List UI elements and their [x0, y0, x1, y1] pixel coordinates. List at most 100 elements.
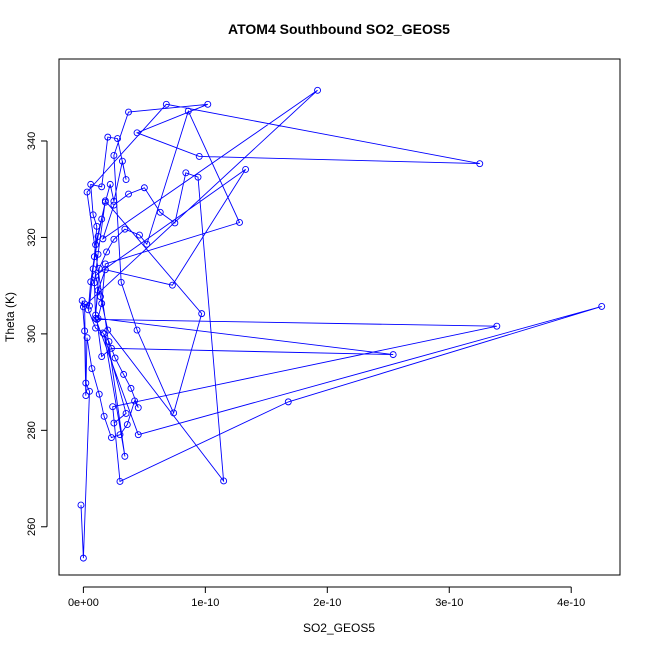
- data-point: [121, 452, 129, 460]
- data-point: [110, 151, 118, 159]
- x-axis: 0e+00 1e-10 2e-10 3e-10 4e-10: [68, 586, 585, 609]
- data-point: [134, 404, 142, 412]
- data-point: [134, 431, 142, 439]
- data-point: [93, 315, 101, 323]
- data-point: [94, 287, 102, 294]
- y-tick-label: 300: [26, 325, 38, 343]
- data-point: [87, 278, 95, 286]
- data-point: [98, 300, 106, 307]
- data-point: [220, 477, 228, 485]
- data-point: [314, 86, 321, 94]
- x-tick-label: 1e-10: [191, 597, 219, 609]
- data-point: [120, 370, 128, 378]
- data-point: [184, 107, 192, 115]
- data-point: [133, 326, 141, 334]
- data-point: [92, 241, 100, 249]
- data-point: [195, 152, 203, 160]
- data-point: [110, 235, 118, 243]
- data-point: [182, 169, 190, 177]
- data-point: [92, 272, 100, 279]
- data-point: [79, 554, 87, 562]
- x-tick-label: 0e+00: [68, 597, 99, 609]
- data-point: [127, 384, 135, 392]
- data-point: [99, 235, 107, 243]
- data-point: [79, 303, 87, 311]
- data-point: [82, 379, 90, 387]
- plot-frame: [58, 58, 621, 576]
- data-point: [118, 157, 126, 165]
- chart-title: ATOM4 Southbound SO2_GEOS5: [228, 21, 450, 37]
- data-point: [116, 477, 124, 485]
- x-tick-label: 2e-10: [313, 597, 341, 609]
- data-point: [104, 326, 112, 334]
- x-tick-label: 4e-10: [557, 597, 585, 609]
- data-point: [143, 240, 151, 248]
- data-point: [95, 390, 103, 398]
- data-point: [90, 253, 98, 261]
- data-point: [171, 219, 179, 227]
- y-axis-label: Theta (K): [3, 292, 17, 342]
- data-point: [90, 279, 98, 287]
- data-point: [94, 314, 102, 322]
- data-point: [88, 365, 96, 373]
- data-point: [111, 354, 119, 362]
- data-point: [101, 260, 109, 268]
- data-point: [93, 222, 101, 230]
- data-point: [87, 180, 95, 188]
- data-point: [98, 215, 106, 223]
- data-point: [389, 351, 397, 359]
- data-point: [92, 324, 100, 332]
- data-point: [242, 165, 250, 173]
- y-axis: 260 280 300 320 340: [26, 132, 48, 536]
- data-point: [106, 180, 114, 188]
- data-point: [98, 353, 106, 360]
- data-point: [194, 173, 202, 181]
- data-point: [82, 392, 90, 400]
- data-point: [114, 135, 121, 143]
- y-tick-label: 340: [26, 132, 38, 150]
- data-point: [476, 160, 484, 168]
- data-point: [156, 208, 164, 216]
- data-point: [94, 250, 102, 258]
- data-point: [89, 211, 97, 219]
- data-point: [117, 278, 125, 286]
- data-point: [122, 409, 130, 417]
- data-point: [105, 338, 113, 346]
- y-tick-label: 320: [26, 228, 38, 246]
- data-point: [77, 501, 85, 509]
- y-tick-label: 260: [26, 518, 38, 536]
- data-point: [86, 387, 93, 395]
- data-point: [125, 190, 132, 198]
- data-point: [104, 133, 112, 141]
- data-point: [81, 327, 89, 335]
- data-point: [598, 302, 606, 310]
- data-point: [122, 176, 130, 184]
- data-point: [136, 231, 143, 239]
- data-point: [98, 183, 106, 191]
- data-point: [109, 403, 117, 411]
- data-point: [78, 297, 86, 305]
- data-point: [204, 100, 212, 108]
- data-point: [162, 100, 170, 108]
- data-point: [116, 431, 124, 439]
- data-point: [236, 219, 243, 226]
- series-layer: [77, 86, 606, 562]
- data-point: [95, 264, 103, 272]
- data-point: [284, 398, 292, 406]
- data-point: [140, 184, 148, 192]
- data-point: [92, 314, 100, 322]
- y-tick-label: 280: [26, 421, 38, 439]
- data-point: [107, 344, 115, 352]
- data-point: [101, 197, 109, 205]
- data-point: [110, 419, 118, 427]
- data-point: [100, 412, 108, 420]
- data-point: [123, 421, 131, 428]
- data-point: [97, 293, 104, 301]
- data-point: [133, 129, 141, 137]
- data-point: [125, 108, 132, 116]
- data-point: [121, 225, 129, 233]
- data-point: [107, 434, 115, 442]
- data-point: [103, 248, 111, 256]
- data-point: [83, 188, 91, 196]
